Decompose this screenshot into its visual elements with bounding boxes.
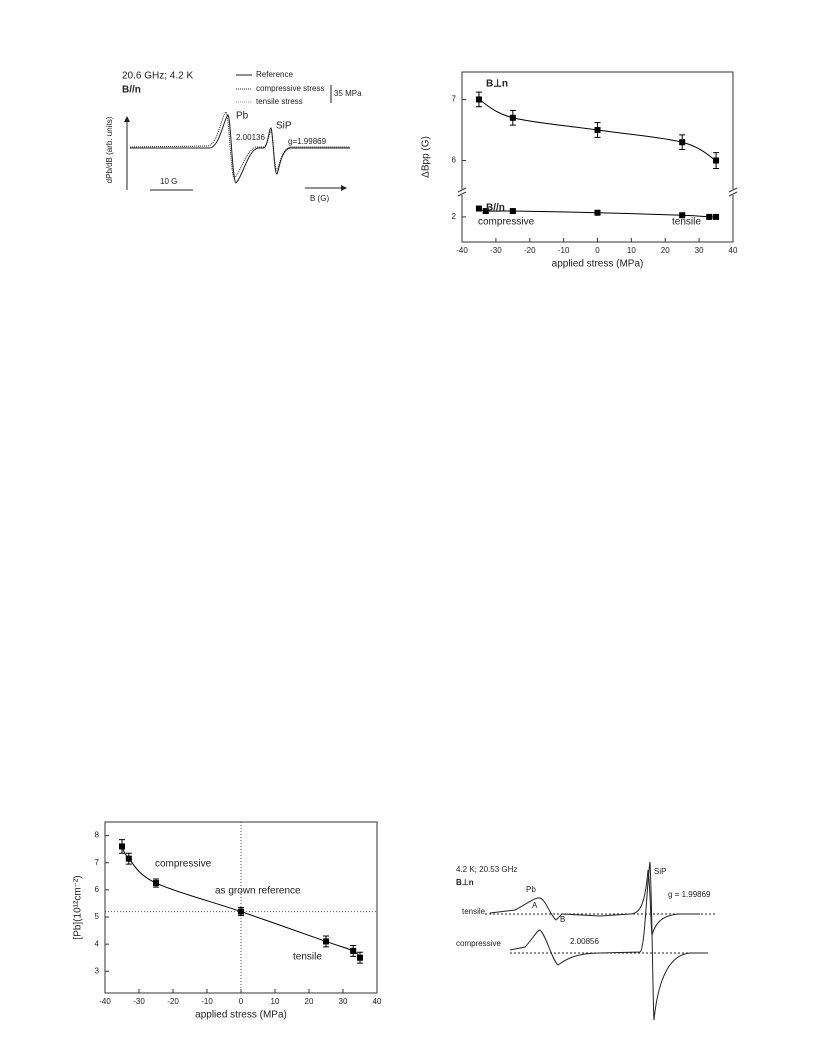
break-mark (457, 191, 467, 197)
x-tick-label: 10 (627, 246, 636, 255)
y-axis-label: [Pb](10¹²cm⁻²) (73, 875, 84, 939)
data-point (323, 938, 329, 945)
break-mark (457, 187, 467, 193)
x-tick-label: 30 (339, 997, 348, 1006)
x-tick-label: 20 (661, 246, 670, 255)
annotation: compressive (478, 217, 535, 228)
x-axis-label: applied stress (MPa) (195, 1010, 287, 1021)
y-tick-label: 7 (452, 95, 457, 104)
x-tick-label: -10 (201, 997, 213, 1006)
peak-label: SiP (276, 121, 292, 132)
data-point (679, 212, 686, 219)
data-point (357, 954, 363, 961)
trace-label: compressive (456, 939, 501, 948)
data-point (679, 139, 686, 146)
break-mark (728, 187, 738, 193)
x-tick-label: 40 (729, 246, 738, 255)
y-tick-label: 3 (95, 966, 100, 975)
series-label: B⊥n (486, 79, 508, 90)
arrow-head (124, 116, 130, 122)
x-tick-label: 40 (373, 997, 382, 1006)
x-tick-label: 0 (595, 246, 600, 255)
legend-label: tensile stress (256, 97, 303, 106)
x-axis-label: applied stress (MPa) (552, 259, 644, 270)
legend-label: Reference (256, 70, 293, 79)
x-tick-label: -30 (133, 997, 145, 1006)
peak-label: SiP (654, 867, 666, 876)
x-tick-label: -10 (558, 246, 570, 255)
conditions: 4.2 K; 20.53 GHz (456, 865, 517, 874)
data-point (594, 209, 601, 216)
legend-label: compressive stress (256, 84, 324, 93)
g-value: g=1.99869 (288, 137, 327, 146)
data-point (713, 157, 720, 164)
y-tick-label: 6 (452, 156, 457, 165)
arrow-head (341, 185, 347, 191)
data-point (706, 213, 713, 220)
data-point (119, 843, 125, 850)
series-label: B//n (486, 203, 505, 214)
x-tick-label: 10 (271, 997, 280, 1006)
axis-break (458, 189, 737, 195)
spectrum-curve (129, 111, 350, 179)
y-tick-label: 7 (95, 858, 100, 867)
y-tick-label: 6 (95, 885, 100, 894)
scale-label: 10 G (160, 177, 177, 186)
data-point (482, 208, 489, 215)
x-tick-label: -40 (99, 997, 111, 1006)
data-point (238, 908, 244, 915)
y-tick-label: 4 (95, 939, 100, 948)
annotation: as grown reference (215, 886, 301, 897)
data-point (125, 855, 132, 862)
conditions: 20.6 GHz; 4.2 K (122, 71, 193, 82)
data-point (509, 208, 516, 215)
data-point (509, 114, 516, 121)
spectrum-curve (130, 114, 350, 184)
x-axis-label: B (G) (310, 194, 329, 203)
g-value: g = 1.99869 (668, 890, 711, 899)
peak-label: Pb (236, 111, 249, 122)
data-point (713, 213, 720, 220)
spectrum-curve (509, 861, 708, 1021)
g-value: 2.00136 (236, 133, 265, 142)
y-axis-label: dPb/dB (arb. units) (105, 116, 114, 183)
marker-label: B (560, 915, 565, 924)
data-point (594, 127, 601, 133)
y-tick-label: 8 (95, 831, 100, 840)
peak-label: Pb (526, 885, 536, 894)
x-tick-label: 0 (239, 997, 244, 1006)
annotation: tensile (293, 952, 322, 963)
spectrum-figure: 4.2 K; 20.53 GHz B⊥n Pb A B SiP g = 1.99… (456, 861, 715, 1021)
data-point (475, 205, 482, 212)
y-tick-label: 5 (95, 912, 100, 921)
data-point (350, 947, 357, 954)
x-tick-label: -40 (456, 246, 468, 255)
spectrum-curve (489, 869, 700, 936)
x-tick-label: -20 (524, 246, 536, 255)
data-point (475, 96, 482, 103)
x-tick-label: 30 (695, 246, 704, 255)
annotation: compressive (155, 859, 212, 870)
orientation: B//n (122, 85, 141, 96)
break-mark (728, 191, 738, 197)
trace-label: tensile (462, 907, 486, 916)
stress-label: 35 MPa (334, 89, 362, 98)
x-tick-label: 20 (305, 997, 314, 1006)
spectrum-figure: 20.6 GHz; 4.2 K B//n Reference compressi… (105, 70, 362, 203)
orientation: B⊥n (456, 878, 474, 887)
x-tick-label: -20 (167, 997, 179, 1006)
data-point (153, 880, 159, 887)
y-axis-label: ΔBpp (G) (421, 136, 432, 178)
marker-label: A (532, 901, 538, 910)
g-value: 2.00856 (570, 937, 599, 946)
y-tick-label: 2 (452, 212, 457, 221)
annotation: tensile (672, 217, 701, 228)
x-tick-label: -30 (490, 246, 502, 255)
